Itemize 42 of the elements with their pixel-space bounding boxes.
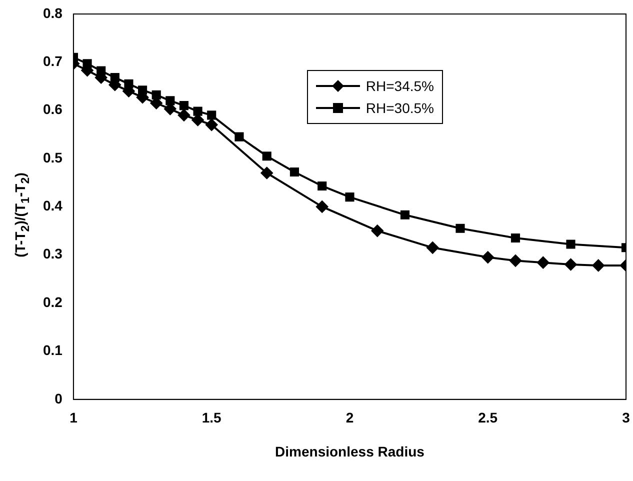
point <box>482 251 494 264</box>
x-tick-label: 2 <box>346 410 354 426</box>
point <box>318 181 327 191</box>
y-tick-label: 0.8 <box>42 4 63 21</box>
x-tick-label: 2.5 <box>478 410 498 426</box>
point <box>456 224 465 233</box>
point <box>234 132 244 142</box>
point <box>260 166 273 179</box>
point <box>193 106 202 116</box>
point <box>178 109 190 122</box>
legend-label: RH=30.5% <box>366 100 434 116</box>
point <box>207 110 216 120</box>
point <box>510 233 520 243</box>
point <box>316 200 328 213</box>
y-tick-label: 0 <box>54 390 63 406</box>
y-tick-label: 0.3 <box>42 246 63 262</box>
point <box>290 167 300 177</box>
y-tick-label: 0.5 <box>42 149 63 166</box>
point <box>345 192 354 202</box>
x-axis-title: Dimensionless Radius <box>275 443 425 460</box>
legend-label: RH=34.5% <box>366 78 434 94</box>
point <box>566 240 576 249</box>
point <box>152 90 161 100</box>
point <box>564 258 577 271</box>
point <box>537 256 550 269</box>
y-tick-label: 0.4 <box>42 198 63 214</box>
y-tick-label: 0.2 <box>42 294 63 310</box>
point <box>371 224 384 237</box>
point <box>179 100 189 110</box>
x-tick-label: 3 <box>622 410 630 426</box>
point <box>400 210 410 220</box>
point <box>509 254 522 267</box>
point <box>592 259 604 272</box>
point <box>166 96 175 106</box>
y-tick-label: 0.1 <box>42 342 63 358</box>
x-tick-label: 1.5 <box>202 410 222 426</box>
point <box>206 118 218 131</box>
y-tick-label: 0.6 <box>42 101 63 118</box>
point <box>426 242 439 254</box>
y-tick-label: 0.7 <box>42 53 63 70</box>
point <box>262 152 272 161</box>
x-tick-label: 1 <box>70 410 78 426</box>
